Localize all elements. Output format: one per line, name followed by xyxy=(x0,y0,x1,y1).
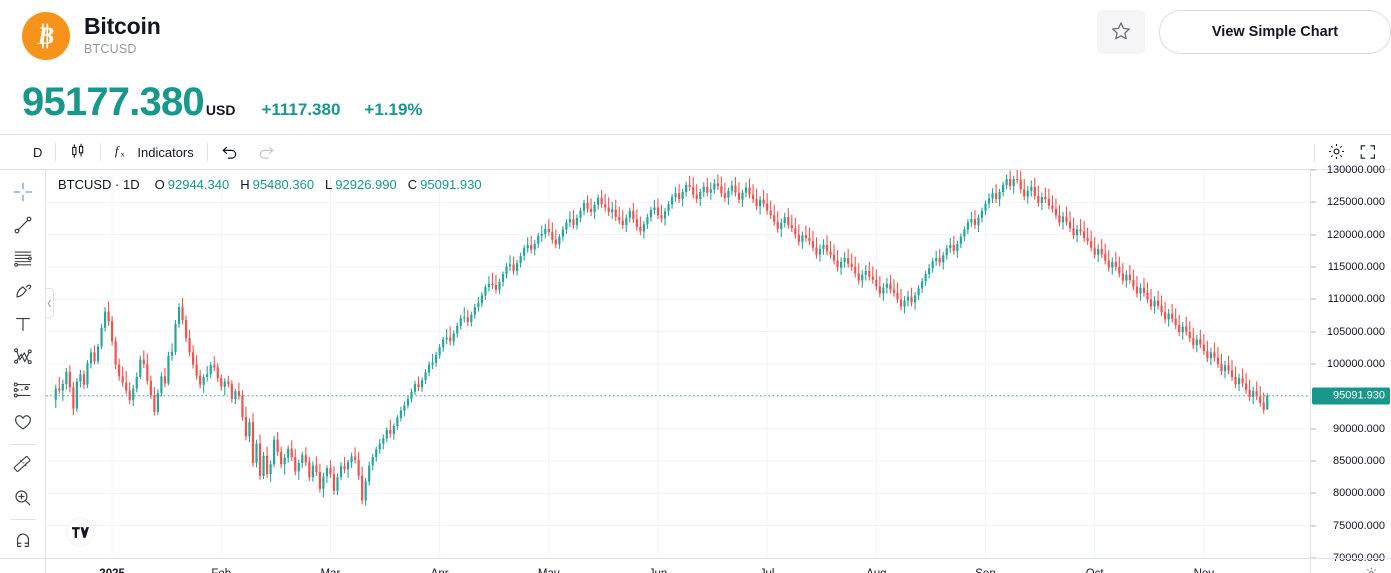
price-tick-dash xyxy=(1311,331,1316,333)
trend-line-tool[interactable] xyxy=(6,209,40,241)
price-tick-dash xyxy=(1311,298,1316,300)
symbol-titles: Bitcoin BTCUSD xyxy=(84,12,161,56)
collapse-toolbar-handle[interactable] xyxy=(46,288,54,318)
crosshair-tool[interactable] xyxy=(6,176,40,208)
price-tick-label: 120000.000 xyxy=(1326,228,1385,241)
symbol-header: B Bitcoin BTCUSD View Simple Chart xyxy=(0,0,1391,70)
redo-arrow-icon xyxy=(257,142,275,163)
zoom-in-tool[interactable] xyxy=(6,482,40,514)
interval-label: D xyxy=(33,144,43,160)
time-axis-label: Mar xyxy=(321,568,341,573)
time-axis: 2025 Feb Mar Apr May Jun Jul Aug Sep Oct Nov xyxy=(0,558,1391,573)
toolbar-divider xyxy=(1314,144,1315,162)
price-change: +1117.380 xyxy=(261,100,341,119)
toolbar-divider xyxy=(55,143,57,161)
chart-type-button[interactable] xyxy=(60,138,96,166)
price-tick-label: 115000.000 xyxy=(1327,261,1385,273)
gear-icon xyxy=(1327,142,1346,164)
price-tick-dash xyxy=(1311,266,1316,268)
time-axis-left-spacer xyxy=(0,559,46,573)
time-axis-label: 2025 xyxy=(99,568,125,573)
time-axis-label: Sep xyxy=(975,568,995,573)
price-tick-label: 100000.000 xyxy=(1326,358,1385,370)
price-change-percent: +1.19% xyxy=(364,100,423,119)
time-axis-label: Jul xyxy=(760,568,775,573)
text-tool[interactable] xyxy=(6,308,40,340)
time-axis-settings-area xyxy=(1311,559,1391,573)
toolbar-right-actions xyxy=(1310,135,1383,171)
symbol-name: Bitcoin xyxy=(84,13,161,39)
measure-tool[interactable] xyxy=(6,449,40,481)
time-axis-label: Jun xyxy=(649,568,668,573)
price-tick-dash xyxy=(1311,363,1316,365)
view-simple-chart-button[interactable]: View Simple Chart xyxy=(1159,10,1391,54)
price-tick-label: 80000.000 xyxy=(1333,487,1385,500)
time-axis-label: Feb xyxy=(211,568,231,573)
price-tick-label: 125000.000 xyxy=(1326,196,1385,209)
price-tick-dash xyxy=(1311,525,1316,527)
chart-container: BTCUSD · 1D O 92944.340 H 95480.360 L 92… xyxy=(0,164,1391,564)
time-axis-label: Aug xyxy=(866,568,886,573)
last-price: 95177.380 xyxy=(22,80,205,124)
toolbar-divider xyxy=(9,519,36,520)
price-tick-dash xyxy=(1311,428,1316,430)
star-outline-icon xyxy=(1110,20,1132,45)
svg-text:x: x xyxy=(121,149,125,158)
indicators-label: Indicators xyxy=(137,144,194,160)
fullscreen-icon xyxy=(1359,143,1377,164)
price-tick-dash xyxy=(1311,201,1316,203)
time-axis-label: Nov xyxy=(1194,568,1214,573)
price-tick-dash xyxy=(1311,492,1316,494)
svg-text:f: f xyxy=(115,144,121,158)
magnet-tool[interactable] xyxy=(6,524,40,556)
redo-button[interactable] xyxy=(248,138,284,166)
time-axis-label: Oct xyxy=(1086,568,1104,573)
symbol-ticker: BTCUSD xyxy=(84,42,137,57)
undo-arrow-icon xyxy=(221,142,239,163)
chart-plot-area[interactable]: BTCUSD · 1D O 92944.340 H 95480.360 L 92… xyxy=(46,170,1311,558)
svg-text:B: B xyxy=(37,23,55,50)
fullscreen-button[interactable] xyxy=(1353,139,1383,167)
time-axis-settings-button[interactable] xyxy=(1364,566,1379,573)
price-tick-label: 110000.000 xyxy=(1327,293,1385,306)
favorites-tool[interactable] xyxy=(6,407,40,439)
candlestick-icon xyxy=(69,142,87,163)
candlestick-canvas xyxy=(46,170,1310,558)
price-tick-label: 90000.000 xyxy=(1333,422,1385,435)
tradingview-logo-icon[interactable] xyxy=(66,518,94,546)
fib-retracement-tool[interactable] xyxy=(6,242,40,274)
patterns-tool[interactable] xyxy=(6,341,40,373)
brush-tool[interactable] xyxy=(6,275,40,307)
time-axis-labels[interactable]: 2025 Feb Mar Apr May Jun Jul Aug Sep Oct Nov xyxy=(46,559,1311,573)
chart-settings-button[interactable] xyxy=(1321,139,1351,167)
indicators-button[interactable]: f x Indicators xyxy=(105,138,202,166)
time-axis-label: Apr xyxy=(431,568,449,573)
favorite-star-button[interactable] xyxy=(1097,10,1145,54)
interval-selector[interactable]: D xyxy=(24,138,51,166)
price-tick-label: 85000.000 xyxy=(1333,455,1385,467)
chart-toolbar: D f x Indicators xyxy=(0,134,1391,170)
price-tick-dash xyxy=(1311,234,1316,236)
toolbar-divider xyxy=(100,143,102,161)
price-tick-dash xyxy=(1311,460,1316,462)
price-tick-label: 130000.000 xyxy=(1326,164,1385,176)
toolbar-divider xyxy=(206,143,208,161)
price-tick-label: 75000.000 xyxy=(1333,519,1385,532)
drawing-toolbar xyxy=(0,170,46,558)
current-price-badge: 95091.930 xyxy=(1312,387,1390,405)
price-scale[interactable]: 130000.000 125000.000 120000.000 115000.000… xyxy=(1311,164,1391,564)
quote-row: 95177.380 USD +1117.380 +1.19% xyxy=(0,70,1391,130)
header-actions: View Simple Chart xyxy=(1097,10,1391,54)
prediction-tool[interactable] xyxy=(6,374,40,406)
fx-icon: f x xyxy=(114,142,131,162)
bitcoin-logo-icon: B xyxy=(22,12,70,60)
price-tick-label: 105000.000 xyxy=(1326,325,1385,338)
time-axis-label: May xyxy=(538,568,560,573)
price-currency: USD xyxy=(205,102,236,118)
price-tick-dash xyxy=(1311,169,1316,171)
undo-button[interactable] xyxy=(212,138,248,166)
toolbar-divider xyxy=(9,444,36,445)
